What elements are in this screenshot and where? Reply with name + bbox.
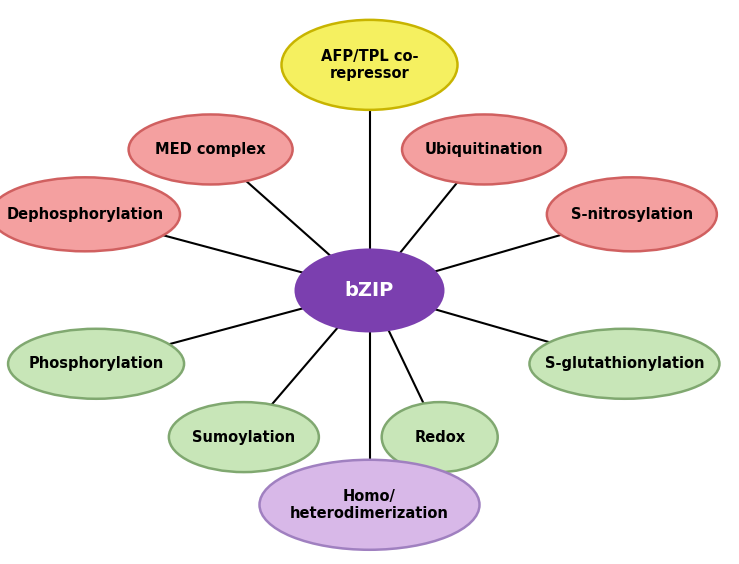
Ellipse shape <box>402 114 566 184</box>
Text: Dephosphorylation: Dephosphorylation <box>7 207 163 222</box>
Text: Homo/
heterodimerization: Homo/ heterodimerization <box>290 488 449 521</box>
Ellipse shape <box>129 114 293 184</box>
Ellipse shape <box>547 177 717 252</box>
Text: bZIP: bZIP <box>345 281 394 300</box>
Text: MED complex: MED complex <box>155 142 266 157</box>
Text: S-glutathionylation: S-glutathionylation <box>545 356 704 371</box>
Ellipse shape <box>382 402 497 472</box>
Ellipse shape <box>169 402 319 472</box>
Ellipse shape <box>282 20 457 110</box>
Text: Sumoylation: Sumoylation <box>192 430 296 444</box>
Text: S-nitrosylation: S-nitrosylation <box>571 207 693 222</box>
Text: Phosphorylation: Phosphorylation <box>28 356 164 371</box>
Ellipse shape <box>8 329 184 399</box>
Ellipse shape <box>529 329 720 399</box>
Text: Ubiquitination: Ubiquitination <box>425 142 543 157</box>
Text: Redox: Redox <box>414 430 466 444</box>
Ellipse shape <box>295 249 444 332</box>
Text: AFP/TPL co-
repressor: AFP/TPL co- repressor <box>321 49 418 81</box>
Ellipse shape <box>0 177 180 252</box>
Ellipse shape <box>259 460 480 550</box>
